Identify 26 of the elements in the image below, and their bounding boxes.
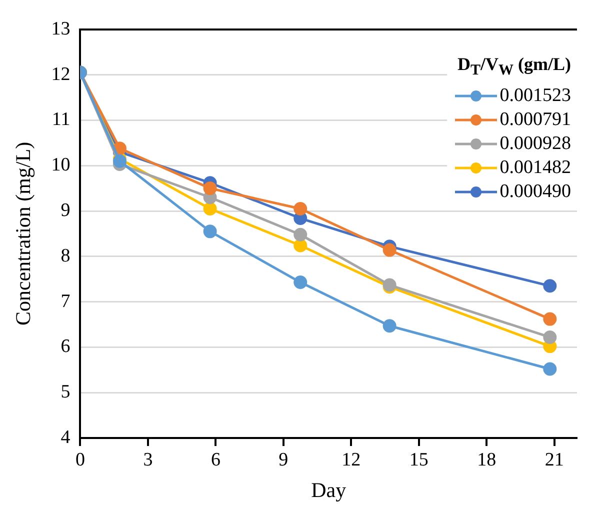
y-tick-label: 12 bbox=[51, 64, 70, 85]
x-tick-label: 3 bbox=[143, 449, 153, 470]
x-tick-label: 12 bbox=[342, 449, 361, 470]
legend-label: 0.001523 bbox=[500, 84, 571, 108]
legend-label: 0.000791 bbox=[500, 108, 571, 132]
x-tick-label: 0 bbox=[75, 449, 85, 470]
y-tick-label: 4 bbox=[60, 426, 71, 448]
legend-label: 0.001482 bbox=[500, 156, 571, 180]
y-tick-label: 6 bbox=[60, 336, 70, 358]
legend-title: D$_{T}$/V$_{W}$ (gm/L) bbox=[456, 54, 571, 80]
y-axis-title: Concentration (mg/L) bbox=[11, 142, 36, 326]
legend-label: 0.000928 bbox=[500, 132, 571, 156]
y-tick-label: 10 bbox=[51, 154, 70, 176]
legend-label: 0.000490 bbox=[500, 180, 571, 204]
x-tick-label: 6 bbox=[210, 449, 220, 470]
y-tick-label: 7 bbox=[60, 290, 70, 312]
x-tick-label: 9 bbox=[278, 449, 288, 470]
x-tick-label: 18 bbox=[477, 449, 496, 470]
y-tick-label: 8 bbox=[60, 245, 70, 266]
y-tick-label: 11 bbox=[52, 109, 70, 130]
y-tick-label: 5 bbox=[60, 382, 70, 403]
x-tick-label: 15 bbox=[409, 449, 428, 470]
y-tick-label: 13 bbox=[51, 18, 70, 40]
y-tick-label: 9 bbox=[60, 200, 70, 221]
x-axis-title: Day bbox=[311, 478, 347, 502]
x-tick-label: 21 bbox=[544, 449, 564, 470]
